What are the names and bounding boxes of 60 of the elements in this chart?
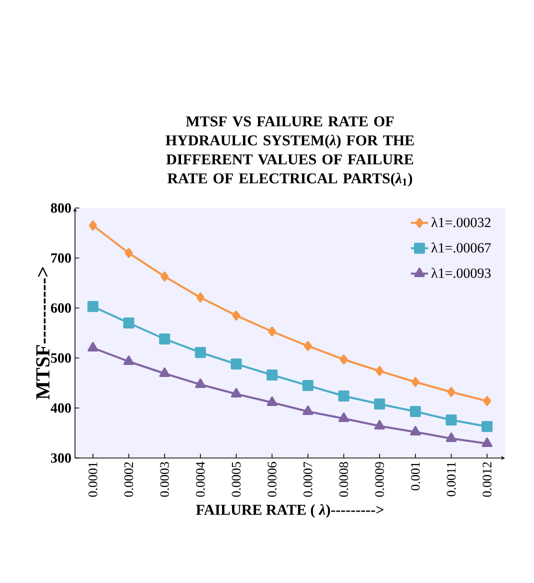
point xyxy=(483,396,492,406)
point xyxy=(230,388,242,398)
point xyxy=(374,398,386,410)
point xyxy=(88,342,98,352)
point xyxy=(268,326,276,336)
point xyxy=(88,220,97,230)
point xyxy=(159,333,170,344)
x-tick-label: 0.0004 xyxy=(196,462,205,497)
y-tick-label: 800 xyxy=(50,203,71,213)
chart-title: MTSF VS FAILURE RATE OF HYDRAULIC SYSTEM(λ) FOR THE DIFFERENT VALUES OF FAILURE RATE OF ELECTRICAL PARTS(λ$_{1}$) xyxy=(166,116,414,186)
x-tick-label: 0.0012 xyxy=(482,462,492,497)
point xyxy=(411,376,420,387)
point xyxy=(230,358,242,370)
point xyxy=(338,412,350,422)
x-tick-label: 0.0011 xyxy=(446,462,456,496)
x-tick-label: 0.0003 xyxy=(160,462,169,497)
point xyxy=(304,340,312,351)
legend-label: λ1=.00093 xyxy=(431,268,491,278)
point xyxy=(159,367,170,377)
point xyxy=(482,420,493,432)
x-tick-label: 0.0005 xyxy=(232,462,241,497)
y-axis-title: MTSF----------> xyxy=(36,267,50,400)
x-tick-label: 0.001 xyxy=(411,462,420,490)
x-axis-title: FAILURE RATE ( λ)---------> xyxy=(196,504,384,518)
legend-label: λ1=.00032 xyxy=(431,217,490,228)
point xyxy=(123,355,134,365)
x-tick-label: 0.0001 xyxy=(88,462,98,497)
point xyxy=(194,346,206,358)
point xyxy=(374,420,385,430)
x-tick-label: 0.0008 xyxy=(339,462,348,497)
point xyxy=(123,317,134,328)
point xyxy=(232,310,240,320)
point xyxy=(196,292,204,302)
point xyxy=(87,300,98,312)
point xyxy=(266,369,278,380)
point xyxy=(376,366,384,376)
point xyxy=(340,354,348,364)
point xyxy=(482,437,492,447)
point xyxy=(446,432,457,442)
y-tick-label: 400 xyxy=(50,403,71,413)
point xyxy=(124,248,133,258)
y-tick-label: 500 xyxy=(51,353,71,363)
x-tick-label: 0.0009 xyxy=(375,462,384,497)
point xyxy=(338,390,350,402)
point xyxy=(447,386,456,397)
point xyxy=(410,406,421,417)
point xyxy=(195,378,206,388)
point xyxy=(446,414,457,426)
point xyxy=(302,406,314,415)
x-tick-label: 0.0007 xyxy=(304,462,312,497)
x-tick-label: 0.0002 xyxy=(124,462,134,497)
point xyxy=(410,426,421,436)
legend-label: λ1=.00067 xyxy=(431,242,491,253)
point xyxy=(266,396,278,406)
y-tick-label: 300 xyxy=(51,453,71,463)
x-tick-label: 0.0006 xyxy=(268,462,276,497)
y-tick-label: 700 xyxy=(51,253,71,263)
y-tick-label: 600 xyxy=(50,303,71,313)
point xyxy=(302,380,314,391)
point xyxy=(160,271,169,282)
